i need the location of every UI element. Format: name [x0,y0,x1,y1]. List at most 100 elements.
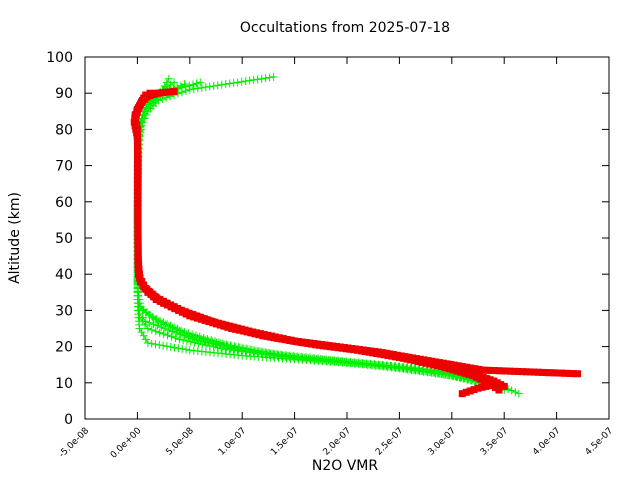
data-point [214,338,223,347]
data-point [233,78,242,87]
data-point [265,349,274,358]
data-point [180,328,189,337]
data-point [134,190,142,198]
data-point [217,80,226,89]
data-point [135,295,144,304]
data-point [390,362,399,371]
data-point [134,146,142,154]
data-point [558,369,566,377]
data-point [147,339,156,348]
data-point [200,315,208,323]
series-1 [130,87,582,398]
data-point [185,85,194,94]
data-point [166,342,175,351]
data-point [484,379,492,387]
data-point [467,364,475,372]
data-point [515,367,523,375]
data-point [325,342,333,350]
data-point [321,341,329,349]
y-tick-label: 50 [55,231,73,247]
data-point [478,383,486,391]
data-point [166,88,174,96]
data-point [418,366,427,375]
data-point [222,340,231,349]
data-point [135,267,143,275]
data-point [245,327,253,335]
x-tick-label: 3.0e-07 [426,426,458,458]
x-tick-label: 1.0e-07 [217,426,249,458]
data-point [163,299,171,307]
data-point [458,390,466,398]
data-point [434,369,443,378]
data-point [164,74,173,83]
data-point [462,388,470,396]
data-point [205,82,214,91]
data-point [426,367,435,376]
data-point [257,74,266,83]
data-point [430,368,439,377]
data-point [143,338,152,347]
y-tick-label: 60 [55,195,73,211]
data-point [163,320,172,329]
data-point [134,243,142,251]
data-point [268,332,276,340]
data-point [507,367,515,375]
data-point [204,316,212,324]
data-point [213,81,222,90]
data-point [466,387,474,395]
data-point [188,80,197,89]
data-point [134,252,142,260]
data-point [166,321,175,330]
data-point [371,348,379,356]
data-point [147,325,156,334]
data-point [131,113,139,121]
data-point [538,368,546,376]
data-point [178,344,187,353]
series-1-line [133,90,496,395]
data-point [133,133,141,141]
x-tick-label: 2.5e-07 [374,426,406,458]
data-point [162,88,170,96]
data-point [386,350,394,358]
series-1-line [134,94,578,375]
data-point [386,362,395,371]
data-point [477,375,485,383]
data-point [134,210,142,218]
data-point [224,322,232,330]
data-point [461,369,469,377]
data-point [313,340,321,348]
data-point [134,202,142,210]
data-point [189,84,198,93]
data-point [234,343,243,352]
y-tick-label: 70 [55,159,73,175]
data-point [283,336,291,344]
data-point [393,351,401,359]
data-point [203,335,212,344]
data-point [252,329,260,337]
data-point [177,306,185,314]
data-point [153,321,162,330]
data-point [134,158,142,166]
data-point [134,186,142,194]
data-point [367,347,375,355]
data-point [382,349,390,357]
data-point [170,303,178,311]
data-point [475,365,483,373]
data-point [570,370,578,378]
data-point [269,349,278,358]
data-point [402,364,411,373]
y-tick-label: 90 [55,86,73,102]
data-point [181,308,189,316]
data-point [482,382,490,390]
data-point [152,315,161,324]
data-point [140,283,148,291]
data-point [134,223,142,231]
data-point [414,366,423,375]
data-point [449,366,457,374]
data-point [188,330,197,339]
data-point [246,345,255,354]
chart-title: Occultations from 2025-07-18 [240,20,450,36]
data-point [382,361,391,370]
data-point [422,367,431,376]
x-tick-label: 4.5e-07 [584,426,616,458]
